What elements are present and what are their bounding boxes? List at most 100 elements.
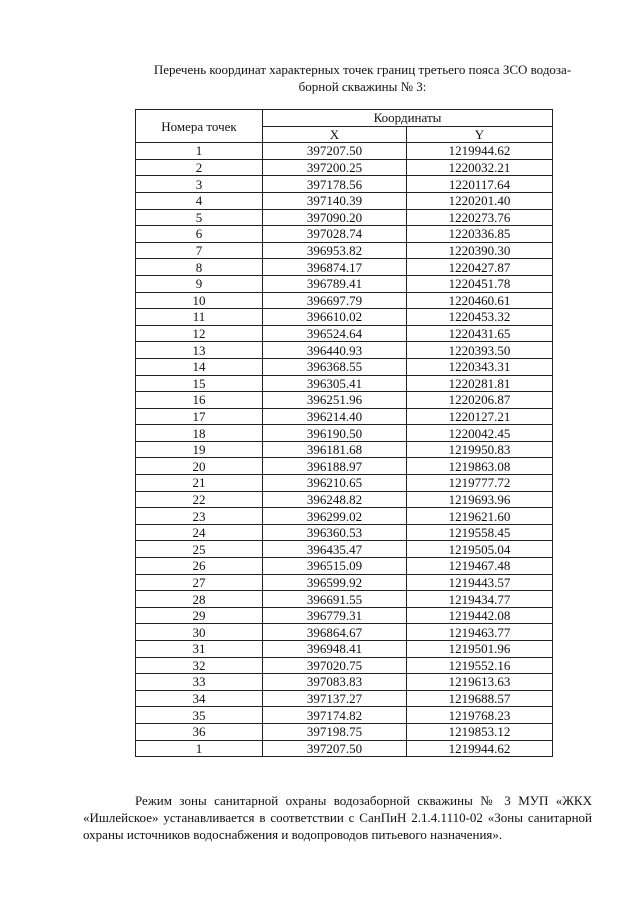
cell-point-number: 36 [135, 722, 263, 741]
cell-point-number: 20 [135, 457, 263, 476]
cell-y: 1219693.96 [406, 490, 553, 509]
cell-point-number: 31 [135, 640, 263, 658]
cell-point-number: 4 [135, 191, 263, 210]
table-row: 11 396610.02 1220453.32 [135, 308, 553, 326]
cell-point-number: 33 [135, 673, 263, 691]
cell-point-number: 27 [135, 573, 263, 592]
cell-y: 1219501.96 [406, 640, 553, 658]
cell-y: 1219863.08 [406, 457, 553, 476]
cell-x: 396299.02 [262, 507, 407, 525]
cell-point-number: 30 [135, 623, 263, 641]
cell-point-number: 11 [135, 308, 263, 326]
table-body: 1 397207.50 1219944.62 2 397200.25 1220032.21… [135, 142, 553, 758]
table-row: 3 397178.56 1220117.64 [135, 175, 553, 193]
caption-line-1: Перечень координат характерных точек гра… [153, 62, 572, 77]
cell-x: 396697.79 [262, 291, 407, 310]
cell-y: 1219944.62 [406, 739, 553, 758]
cell-point-number: 9 [135, 274, 263, 293]
cell-y: 1220201.40 [406, 191, 553, 210]
cell-point-number: 14 [135, 357, 263, 376]
cell-point-number: 18 [135, 424, 263, 442]
cell-x: 396610.02 [262, 308, 407, 326]
table-row: 30 396864.67 1219463.77 [135, 623, 553, 641]
cell-y: 1219613.63 [406, 673, 553, 691]
cell-y: 1219558.45 [406, 523, 553, 542]
cell-point-number: 22 [135, 490, 263, 509]
coordinates-table: Номера точек Координаты X Y 1 397207.50 12… [135, 108, 553, 758]
cell-point-number: 34 [135, 689, 263, 708]
cell-x: 396599.92 [262, 573, 407, 592]
cell-y: 1220336.85 [406, 225, 553, 243]
cell-point-number: 6 [135, 225, 263, 243]
cell-x: 397207.50 [262, 142, 407, 160]
table-row: 23 396299.02 1219621.60 [135, 507, 553, 525]
cell-point-number: 15 [135, 374, 263, 393]
table-row: 27 396599.92 1219443.57 [135, 573, 553, 592]
cell-x: 396210.65 [262, 474, 407, 492]
cell-x: 396948.41 [262, 640, 407, 658]
cell-y: 1219944.62 [406, 142, 553, 160]
cell-point-number: 29 [135, 606, 263, 625]
cell-point-number: 13 [135, 341, 263, 359]
cell-point-number: 5 [135, 208, 263, 227]
cell-y: 1220431.65 [406, 324, 553, 343]
header-y: Y [406, 125, 553, 144]
cell-x: 396181.68 [262, 440, 407, 459]
table-row: 21 396210.65 1219777.72 [135, 474, 553, 492]
table-row: 14 396368.55 1220343.31 [135, 357, 553, 376]
cell-x: 397174.82 [262, 706, 407, 724]
cell-y: 1220460.61 [406, 291, 553, 310]
table-row: 33 397083.83 1219613.63 [135, 673, 553, 691]
cell-y: 1219688.57 [406, 689, 553, 708]
cell-x: 397200.25 [262, 158, 407, 177]
cell-x: 397140.39 [262, 191, 407, 210]
table-row: 12 396524.64 1220431.65 [135, 324, 553, 343]
cell-point-number: 35 [135, 706, 263, 724]
cell-point-number: 32 [135, 656, 263, 675]
table-row: 5 397090.20 1220273.76 [135, 208, 553, 227]
cell-point-number: 8 [135, 258, 263, 276]
cell-point-number: 24 [135, 523, 263, 542]
cell-x: 396214.40 [262, 407, 407, 426]
cell-x: 396440.93 [262, 341, 407, 359]
cell-x: 396248.82 [262, 490, 407, 509]
table-row: 22 396248.82 1219693.96 [135, 490, 553, 509]
cell-y: 1219443.57 [406, 573, 553, 592]
cell-y: 1219467.48 [406, 557, 553, 575]
table-row: 7 396953.82 1220390.30 [135, 241, 553, 260]
cell-y: 1219463.77 [406, 623, 553, 641]
table-row: 28 396691.55 1219434.77 [135, 590, 553, 608]
cell-x: 397198.75 [262, 722, 407, 741]
cell-point-number: 23 [135, 507, 263, 525]
cell-point-number: 1 [135, 142, 263, 160]
table-row: 25 396435.47 1219505.04 [135, 540, 553, 559]
table-row: 32 397020.75 1219552.16 [135, 656, 553, 675]
cell-x: 396435.47 [262, 540, 407, 559]
cell-y: 1220393.50 [406, 341, 553, 359]
table-row: 35 397174.82 1219768.23 [135, 706, 553, 724]
cell-point-number: 12 [135, 324, 263, 343]
cell-y: 1219434.77 [406, 590, 553, 608]
cell-y: 1220390.30 [406, 241, 553, 260]
cell-point-number: 28 [135, 590, 263, 608]
table-row: 9 396789.41 1220451.78 [135, 274, 553, 293]
cell-x: 396515.09 [262, 557, 407, 575]
table-row: 26 396515.09 1219467.48 [135, 557, 553, 575]
table-row: 24 396360.53 1219558.45 [135, 523, 553, 542]
table-row: 19 396181.68 1219950.83 [135, 440, 553, 459]
cell-x: 397178.56 [262, 175, 407, 193]
cell-y: 1219777.72 [406, 474, 553, 492]
cell-y: 1219853.12 [406, 722, 553, 741]
body-paragraph: Режим зоны санитарной охраны водозаборно… [83, 793, 592, 842]
table-row: 29 396779.31 1219442.08 [135, 606, 553, 625]
cell-point-number: 1 [135, 739, 263, 758]
table-row: 4 397140.39 1220201.40 [135, 191, 553, 210]
table-row: 10 396697.79 1220460.61 [135, 291, 553, 310]
cell-y: 1220273.76 [406, 208, 553, 227]
cell-x: 397028.74 [262, 225, 407, 243]
table-row: 15 396305.41 1220281.81 [135, 374, 553, 393]
cell-x: 396874.17 [262, 258, 407, 276]
cell-x: 396691.55 [262, 590, 407, 608]
cell-point-number: 25 [135, 540, 263, 559]
cell-x: 396251.96 [262, 391, 407, 409]
